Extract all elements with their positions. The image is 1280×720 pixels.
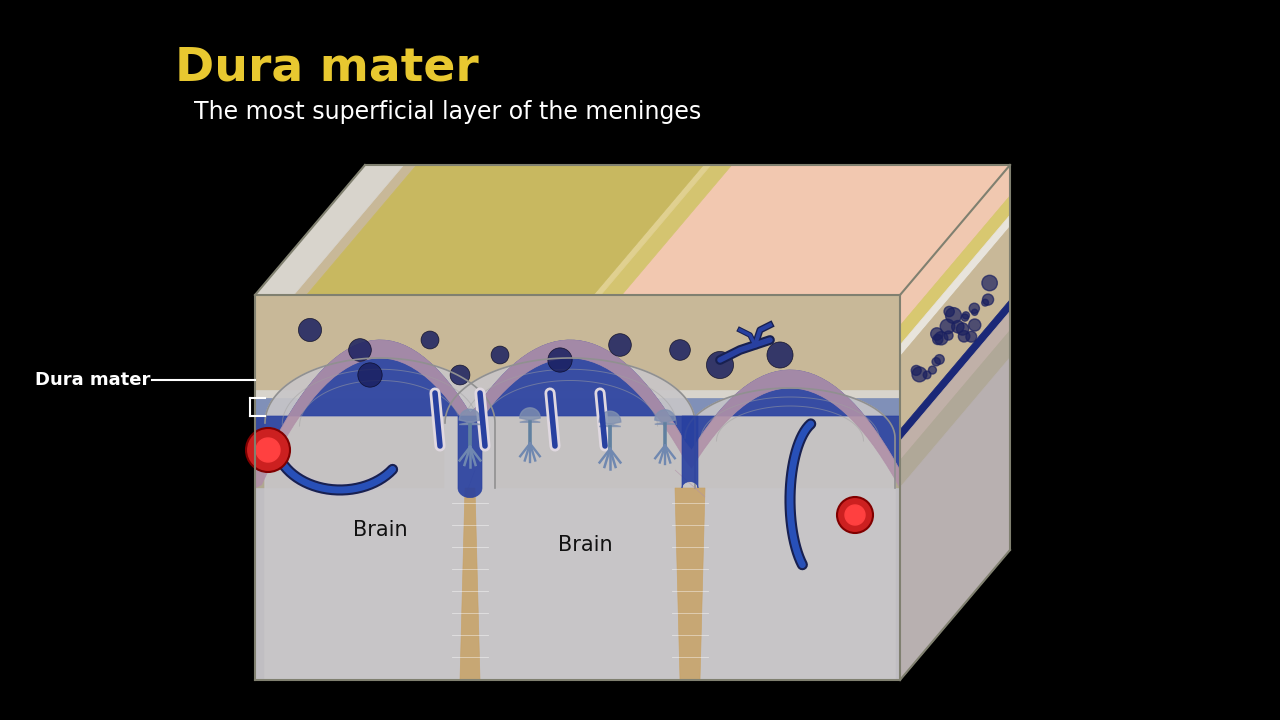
Polygon shape (900, 227, 1010, 430)
Polygon shape (465, 470, 475, 497)
Polygon shape (900, 215, 1010, 356)
Polygon shape (520, 408, 540, 422)
Circle shape (972, 309, 978, 315)
Polygon shape (900, 165, 1010, 680)
Circle shape (928, 366, 937, 374)
Polygon shape (900, 300, 1010, 441)
Circle shape (298, 318, 321, 341)
Polygon shape (445, 358, 695, 680)
Circle shape (963, 312, 969, 319)
Text: Dura mater: Dura mater (175, 45, 479, 90)
Polygon shape (255, 165, 403, 295)
Circle shape (956, 323, 969, 335)
Circle shape (951, 320, 964, 333)
Polygon shape (655, 410, 676, 424)
Polygon shape (320, 165, 732, 295)
Circle shape (932, 358, 941, 366)
Polygon shape (255, 390, 900, 398)
Circle shape (934, 332, 948, 345)
Polygon shape (675, 470, 705, 497)
Circle shape (959, 330, 970, 342)
Circle shape (946, 307, 961, 323)
Circle shape (966, 331, 977, 342)
Polygon shape (685, 388, 895, 680)
Polygon shape (900, 196, 1010, 345)
Text: Brain: Brain (353, 520, 407, 540)
Polygon shape (900, 358, 1010, 680)
Circle shape (961, 314, 969, 321)
Polygon shape (333, 165, 710, 295)
Polygon shape (675, 488, 705, 680)
Polygon shape (255, 165, 1010, 295)
Polygon shape (900, 330, 1010, 487)
Polygon shape (415, 165, 1010, 295)
Circle shape (845, 505, 865, 525)
Polygon shape (682, 416, 698, 488)
Circle shape (982, 300, 988, 306)
Polygon shape (307, 165, 704, 295)
Circle shape (548, 348, 572, 372)
Circle shape (669, 340, 690, 360)
Circle shape (911, 366, 922, 375)
Circle shape (983, 294, 993, 305)
Polygon shape (458, 416, 483, 498)
Polygon shape (255, 295, 900, 680)
Polygon shape (460, 488, 480, 680)
Circle shape (982, 275, 997, 291)
Polygon shape (255, 340, 900, 470)
Polygon shape (255, 488, 900, 680)
Circle shape (348, 338, 371, 361)
Circle shape (943, 331, 954, 340)
Polygon shape (255, 398, 900, 416)
Circle shape (421, 331, 439, 349)
Circle shape (707, 351, 733, 379)
Polygon shape (599, 411, 621, 426)
Circle shape (941, 319, 955, 334)
Text: The most superficial layer of the meninges: The most superficial layer of the mening… (195, 100, 701, 124)
Circle shape (933, 334, 943, 345)
Circle shape (969, 303, 979, 313)
Circle shape (492, 346, 509, 364)
Circle shape (969, 319, 980, 331)
Circle shape (931, 328, 943, 340)
Circle shape (246, 428, 291, 472)
Circle shape (358, 363, 383, 387)
Circle shape (837, 497, 873, 533)
Polygon shape (255, 295, 900, 390)
Circle shape (923, 371, 931, 379)
Circle shape (945, 306, 955, 317)
Circle shape (934, 355, 945, 364)
Polygon shape (900, 165, 1010, 326)
Circle shape (911, 367, 927, 382)
Text: Dura mater: Dura mater (35, 371, 150, 389)
Polygon shape (460, 409, 481, 425)
Circle shape (609, 333, 631, 356)
Circle shape (256, 438, 280, 462)
Polygon shape (265, 358, 495, 680)
Text: Brain: Brain (558, 535, 612, 555)
Polygon shape (900, 311, 1010, 461)
Polygon shape (255, 340, 900, 488)
Circle shape (767, 342, 794, 368)
Circle shape (451, 365, 470, 385)
